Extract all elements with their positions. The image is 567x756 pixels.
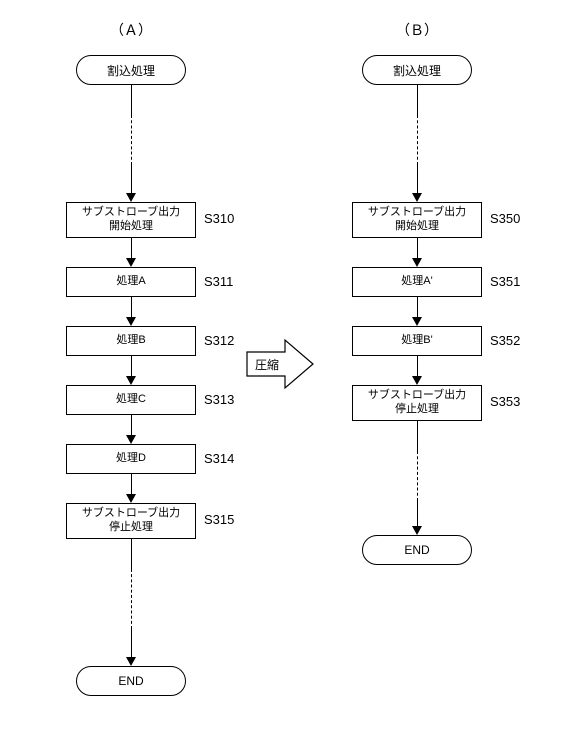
arrow-a-5 [131, 474, 132, 496]
terminal-end-a-label: END [118, 674, 143, 688]
arrow-b-es [417, 421, 418, 451]
process-a-5-label: サブストローブ出力 停止処理 [82, 507, 180, 535]
arrow-b-eh [412, 526, 422, 535]
process-a-4: 処理D [66, 444, 196, 474]
process-b-0: サブストローブ出力 開始処理 [352, 202, 482, 238]
arrow-a-3h [126, 376, 136, 385]
process-b-1: 処理A' [352, 267, 482, 297]
arrow-b-2h [412, 317, 422, 326]
terminal-start-a: 割込処理 [76, 55, 186, 85]
arrow-b-0h [412, 193, 422, 202]
process-a-2: 処理B [66, 326, 196, 356]
arrow-a-ee [131, 629, 132, 657]
arrow-b-3 [417, 356, 418, 378]
process-a-1: 処理A [66, 267, 196, 297]
step-tag-b-1: S351 [490, 274, 520, 289]
arrow-a-0s [131, 85, 132, 115]
compress-label: 圧縮 [255, 356, 279, 373]
arrow-b-ed [417, 451, 418, 501]
process-b-0-label: サブストローブ出力 開始処理 [368, 206, 466, 234]
arrow-a-0h [126, 193, 136, 202]
arrow-a-eh [126, 657, 136, 666]
arrow-a-ed [131, 569, 132, 629]
arrow-b-3h [412, 376, 422, 385]
process-a-3-label: 処理C [116, 393, 146, 407]
process-a-4-label: 処理D [116, 452, 146, 466]
process-a-2-label: 処理B [116, 334, 145, 348]
arrow-a-4h [126, 435, 136, 444]
arrow-a-es [131, 539, 132, 569]
process-b-3: サブストローブ出力 停止処理 [352, 385, 482, 421]
step-tag-a-5: S315 [204, 512, 234, 527]
arrow-a-5h [126, 494, 136, 503]
terminal-end-b: END [362, 535, 472, 565]
step-tag-a-2: S312 [204, 333, 234, 348]
arrow-b-2 [417, 297, 418, 319]
arrow-a-4 [131, 415, 132, 437]
step-tag-a-0: S310 [204, 211, 234, 226]
arrow-b-0s [417, 85, 418, 115]
process-a-5: サブストローブ出力 停止処理 [66, 503, 196, 539]
terminal-end-b-label: END [404, 543, 429, 557]
arrow-b-0e [417, 165, 418, 193]
arrow-b-1h [412, 258, 422, 267]
step-tag-a-3: S313 [204, 392, 234, 407]
arrow-a-0e [131, 165, 132, 193]
title-a: （Ａ） [107, 20, 155, 40]
terminal-start-b: 割込処理 [362, 55, 472, 85]
arrow-a-3 [131, 356, 132, 378]
process-b-2: 処理B' [352, 326, 482, 356]
arrow-a-1h [126, 258, 136, 267]
arrow-b-0d [417, 115, 418, 165]
step-tag-b-0: S350 [490, 211, 520, 226]
step-tag-b-2: S352 [490, 333, 520, 348]
title-b: （Ｂ） [393, 20, 441, 40]
arrow-b-1 [417, 238, 418, 260]
arrow-a-2 [131, 297, 132, 319]
arrow-a-0d [131, 115, 132, 165]
terminal-end-a: END [76, 666, 186, 696]
process-a-1-label: 処理A [116, 275, 145, 289]
terminal-start-b-label: 割込処理 [393, 62, 441, 79]
process-a-0-label: サブストローブ出力 開始処理 [82, 206, 180, 234]
arrow-a-1 [131, 238, 132, 260]
arrow-b-ee [417, 501, 418, 526]
arrow-a-2h [126, 317, 136, 326]
process-a-0: サブストローブ出力 開始処理 [66, 202, 196, 238]
step-tag-a-4: S314 [204, 451, 234, 466]
diagram-canvas: （Ａ） （Ｂ） 割込処理 サブストローブ出力 開始処理 S310 処理A S31… [0, 0, 567, 756]
terminal-start-a-label: 割込処理 [107, 62, 155, 79]
process-b-2-label: 処理B' [401, 334, 432, 348]
process-b-3-label: サブストローブ出力 停止処理 [368, 389, 466, 417]
step-tag-a-1: S311 [204, 274, 233, 289]
process-b-1-label: 処理A' [401, 275, 432, 289]
process-a-3: 処理C [66, 385, 196, 415]
step-tag-b-3: S353 [490, 394, 520, 409]
